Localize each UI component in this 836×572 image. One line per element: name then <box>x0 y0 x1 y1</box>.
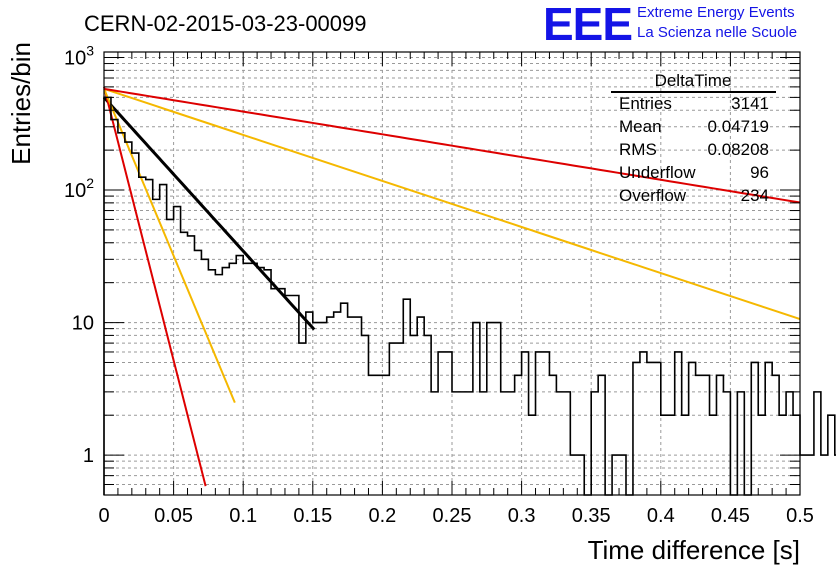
y-tick-label: 10 <box>72 313 94 335</box>
x-tick-label: 0.25 <box>433 505 472 527</box>
logo-tagline-2: La Scienza nelle Scuole <box>637 24 797 41</box>
stats-label-overflow: Overflow <box>619 186 687 205</box>
y-tick-label: 102 <box>64 175 94 202</box>
stats-value-rms: 0.08208 <box>708 140 769 159</box>
logo-tagline-1: Extreme Energy Events <box>637 4 795 21</box>
stats-label-underflow: Underflow <box>619 163 696 182</box>
x-axis-label: Time difference [s] <box>588 535 800 565</box>
histogram <box>103 96 836 496</box>
histogram-outline <box>103 96 836 496</box>
logo-mark: EEE <box>543 0 632 50</box>
stats-label-mean: Mean <box>619 117 662 136</box>
x-tick-label: 0.1 <box>229 505 257 527</box>
run-title: CERN-02-2015-03-23-00099 <box>84 11 367 36</box>
x-tick-labels: 0 0.05 0.1 0.15 0.2 0.25 0.3 0.35 0.4 0.45 0.5 <box>98 505 813 527</box>
x-tick-label: 0.15 <box>293 505 332 527</box>
stats-label-entries: Entries <box>619 94 672 113</box>
stats-label-rms: RMS <box>619 140 657 159</box>
y-axis-label: Entries/bin <box>6 42 36 165</box>
stats-value-underflow: 96 <box>750 163 769 182</box>
fit-curve <box>103 88 236 404</box>
stats-title: DeltaTime <box>655 71 732 90</box>
y-tick-label: 103 <box>64 42 94 69</box>
fit-curve <box>103 86 207 487</box>
stats-value-overflow: 234 <box>741 186 769 205</box>
stats-value-entries: 3141 <box>731 94 769 113</box>
x-tick-label: 0.5 <box>786 505 814 527</box>
x-tick-label: 0.45 <box>711 505 750 527</box>
fit-curves <box>102 86 801 487</box>
fit-curve <box>103 87 801 204</box>
y-tick-labels: 1 10 102 103 <box>64 42 94 467</box>
stats-value-mean: 0.04719 <box>708 117 769 136</box>
x-tick-label: 0.3 <box>508 505 536 527</box>
x-tick-label: 0 <box>98 505 109 527</box>
y-tick-label: 1 <box>83 445 94 467</box>
x-tick-label: 0.4 <box>647 505 675 527</box>
x-tick-label: 0.35 <box>572 505 611 527</box>
stats-box: DeltaTime Entries 3141 Mean 0.04719 RMS … <box>611 71 776 205</box>
x-tick-label: 0.2 <box>368 505 396 527</box>
x-tick-label: 0.05 <box>154 505 193 527</box>
eee-logo: EEE Extreme Energy Events La Scienza nel… <box>543 0 797 50</box>
axis-ticks <box>103 52 801 496</box>
fit-curve <box>102 96 316 331</box>
fit-curve <box>103 87 801 321</box>
